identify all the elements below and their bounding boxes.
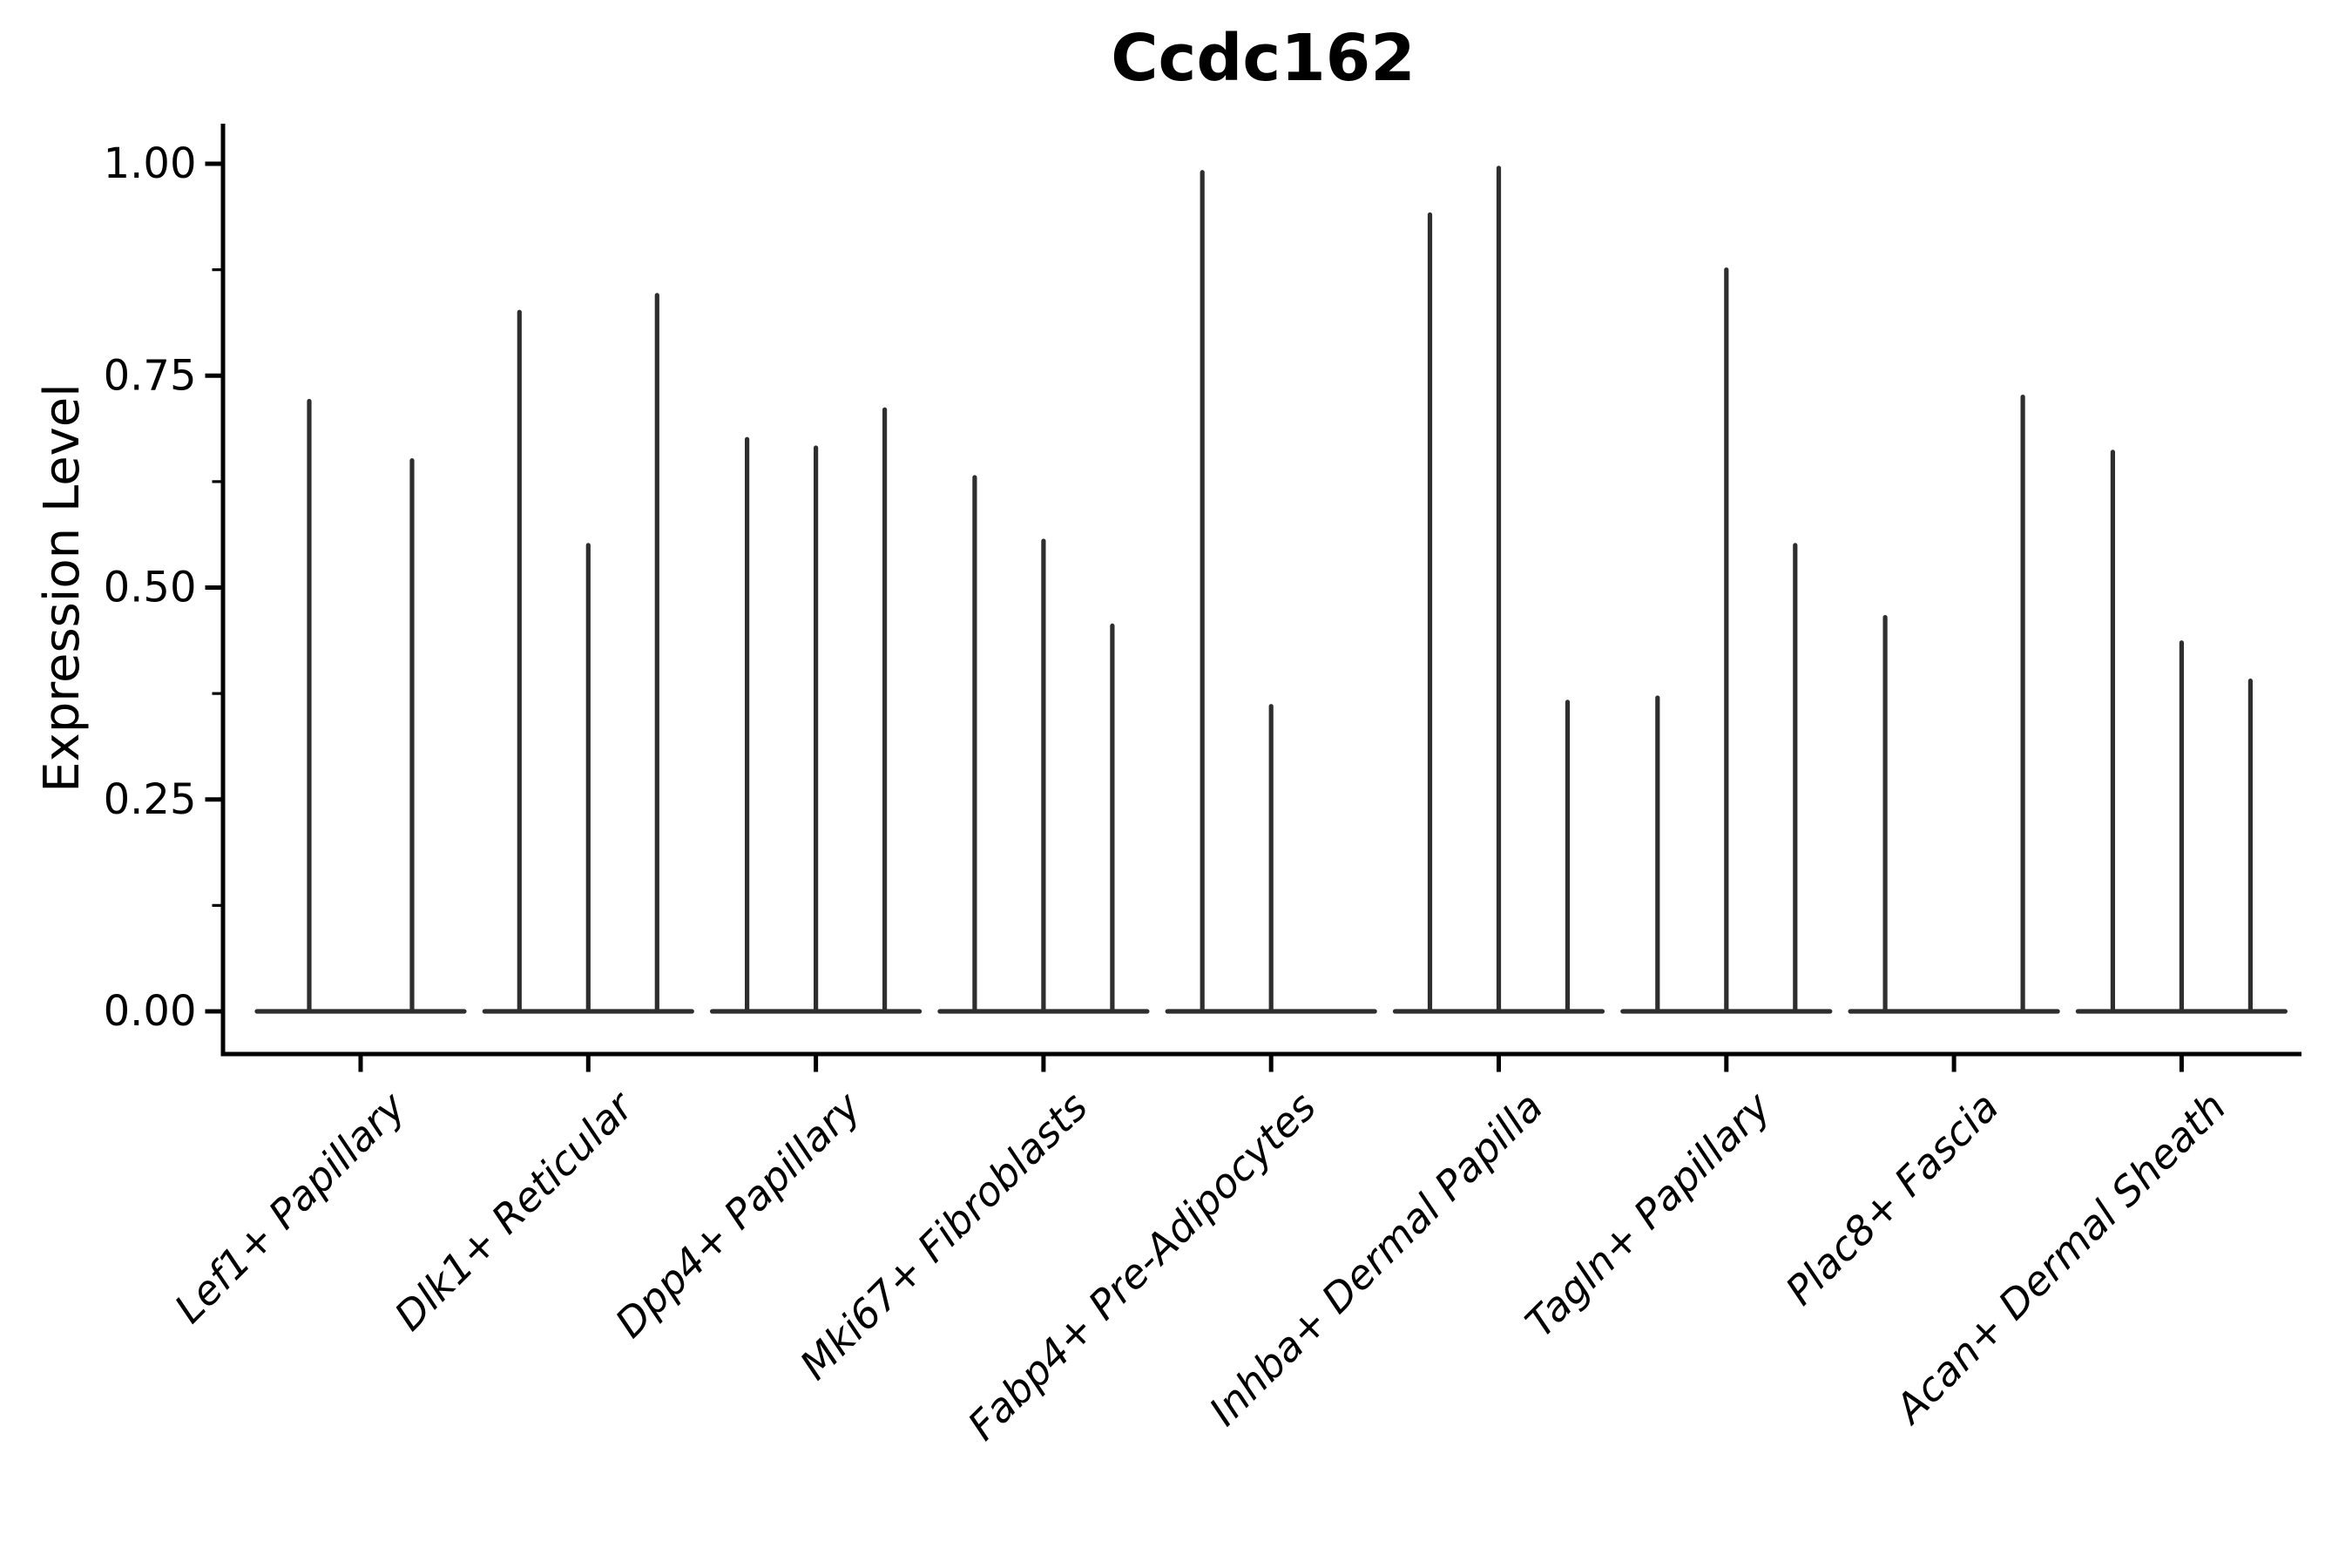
y-tick-label: 0.75 (104, 351, 197, 400)
y-tick-label: 0.50 (104, 564, 197, 612)
y-tick-label: 0.00 (104, 987, 197, 1036)
y-tick-label: 1.00 (104, 139, 197, 188)
plot-title: Ccdc162 (1111, 21, 1416, 96)
y-tick-label: 0.25 (104, 775, 197, 824)
